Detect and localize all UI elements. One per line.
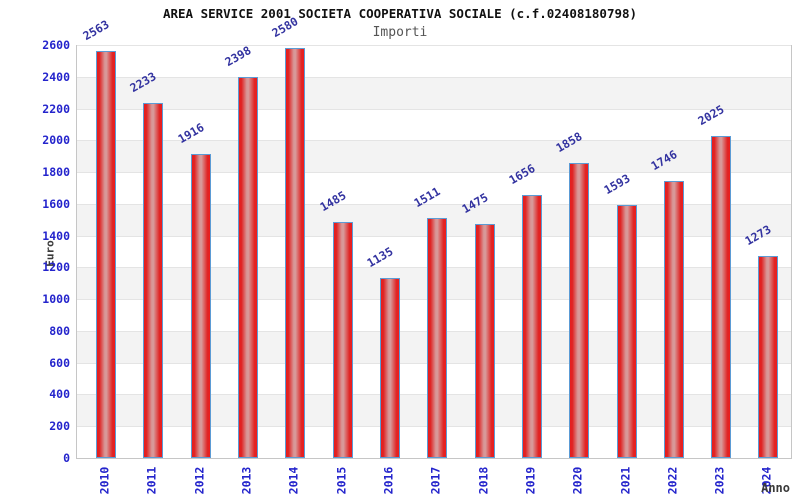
bar-2016 xyxy=(379,277,400,458)
y-tick-label: 2400 xyxy=(42,69,70,84)
bar-2024 xyxy=(758,255,779,458)
y-tick-label: 2000 xyxy=(42,133,70,148)
y-tick-label: 2600 xyxy=(42,38,70,52)
chart-title: AREA SERVICE 2001 SOCIETA COOPERATIVA SO… xyxy=(162,6,638,21)
bar-2017 xyxy=(427,217,448,458)
y-tick-label: 1400 xyxy=(42,228,70,243)
bar-2012 xyxy=(190,153,211,458)
y-tick-label: 200 xyxy=(49,419,70,434)
bar-2010 xyxy=(96,50,116,458)
x-tick-label: 2015 xyxy=(334,466,349,495)
bar-2022 xyxy=(663,180,684,458)
y-tick-label: 1800 xyxy=(42,165,70,180)
bar-2019 xyxy=(521,194,542,458)
x-tick-label: 2022 xyxy=(665,466,680,495)
bar-2021 xyxy=(616,204,637,458)
bar-2023 xyxy=(711,136,732,458)
y-tick-label: 600 xyxy=(49,355,70,370)
bar-2011 xyxy=(143,103,164,458)
y-tick-label: 800 xyxy=(49,323,70,338)
x-tick-label: 2023 xyxy=(712,466,727,495)
y-tick-label: 400 xyxy=(49,387,70,402)
x-axis-title: Anno xyxy=(761,481,790,495)
bar-2020 xyxy=(569,162,590,458)
y-tick-label: 1000 xyxy=(42,292,70,307)
plot-band xyxy=(77,76,791,109)
x-tick-label: 2020 xyxy=(570,466,585,495)
x-tick-label: 2013 xyxy=(239,466,254,495)
x-tick-label: 2011 xyxy=(144,466,159,495)
plot-area xyxy=(76,45,792,459)
y-tick-label: 1600 xyxy=(42,196,70,211)
bar-2018 xyxy=(474,223,495,458)
plot-band xyxy=(77,45,791,77)
bar-2015 xyxy=(332,222,353,458)
x-tick-label: 2012 xyxy=(192,466,207,495)
x-tick-label: 2018 xyxy=(476,466,491,495)
y-tick-label: 0 xyxy=(63,451,70,465)
plot-band xyxy=(77,108,791,141)
x-tick-label: 2010 xyxy=(97,466,112,495)
chart-subtitle: Importi xyxy=(372,25,428,40)
x-tick-label: 2014 xyxy=(286,466,301,495)
y-tick-label: 2200 xyxy=(42,101,70,116)
y-tick-label: 1200 xyxy=(42,260,70,275)
x-tick-label: 2019 xyxy=(523,466,538,495)
x-tick-label: 2016 xyxy=(381,466,396,495)
bar-2013 xyxy=(237,77,258,458)
x-tick-label: 2021 xyxy=(618,466,633,495)
bar-2014 xyxy=(285,48,306,458)
x-tick-label: 2017 xyxy=(428,466,443,495)
